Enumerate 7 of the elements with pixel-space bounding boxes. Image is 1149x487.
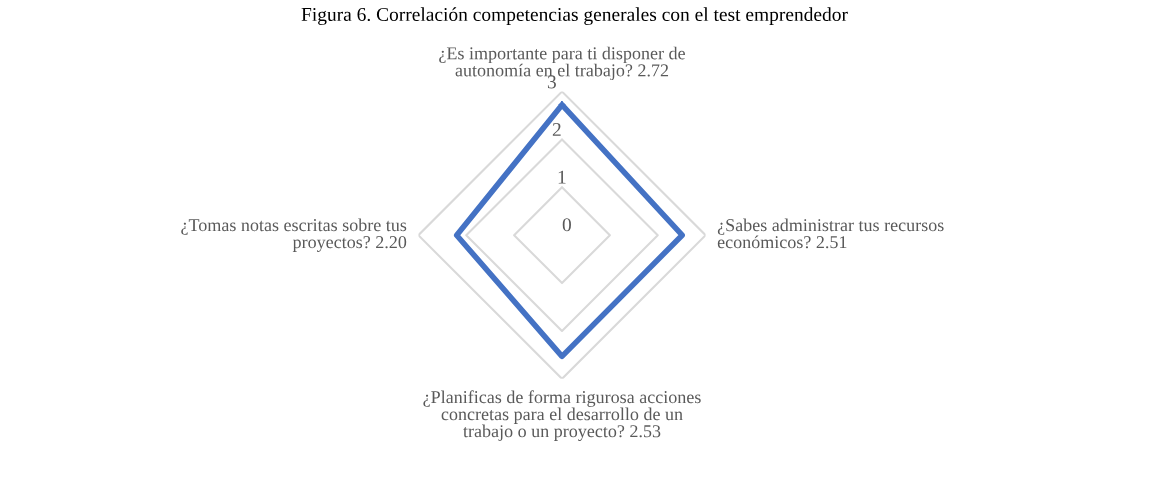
y-tick-label: 1 — [558, 170, 566, 184]
y-tick-label: 0 — [562, 218, 571, 232]
spoke-label: ¿Planificas de forma rigurosa acciones concretas para el desarrollo de un trabajo o un proyecto? 2.53 — [423, 390, 701, 441]
spoke-label: ¿Tomas notas escritas sobre tus proyectos? 2.20 — [181, 218, 407, 252]
chart-title: Figura 6. Correlación competencias generales con el test emprendedor — [301, 7, 848, 26]
y-tick-label: 2 — [552, 122, 561, 136]
spoke-label: ¿Sabes administrar tus recursos económicos? 2.51 — [717, 218, 944, 249]
